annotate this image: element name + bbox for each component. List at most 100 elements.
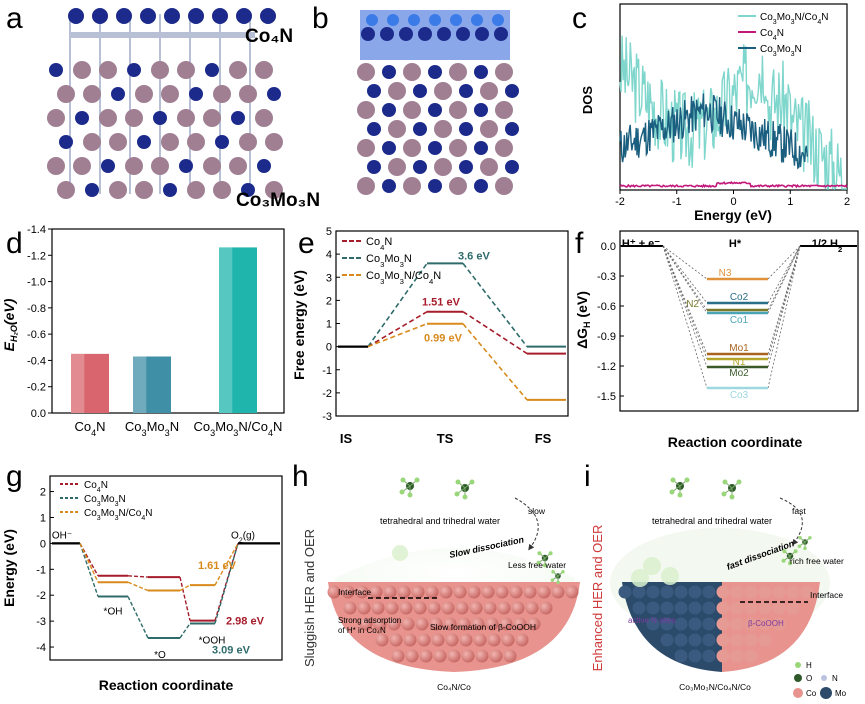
legend-h: H (806, 661, 812, 670)
dos-x-tick-label: 2 (844, 196, 850, 208)
water-hydrogen (454, 491, 460, 497)
n-atom (137, 135, 151, 149)
co-atom (399, 601, 413, 615)
co-atom (716, 585, 730, 599)
i-interface: Interface (810, 590, 843, 600)
mo-atom (229, 157, 247, 175)
co-atom (511, 601, 525, 615)
mo-atom (702, 601, 716, 615)
fe-annotation: 3.6 eV (458, 250, 490, 262)
bar-category-label: Co3Mo3N (125, 419, 179, 438)
mo-atom (239, 133, 257, 151)
legend-co-dot (793, 688, 803, 698)
mo-atom (403, 177, 421, 195)
co-atom (389, 633, 403, 647)
legend-n-dot (821, 675, 827, 681)
mo-atom (357, 101, 375, 119)
f-y-tick-label: -1.5 (597, 391, 616, 403)
g-connector (214, 543, 239, 586)
n-atom (475, 27, 489, 41)
mo-atom (203, 109, 221, 127)
mo-atom (434, 120, 452, 138)
fe-connector (462, 311, 528, 355)
co-atom (371, 601, 385, 615)
panel-a: a Co₄N Co₃Mo₃N (0, 0, 320, 220)
water-hydrogen (798, 536, 802, 540)
fe-connector (367, 322, 428, 348)
mo-atom (213, 85, 231, 103)
mo-atom (161, 85, 179, 103)
n-atom (474, 179, 488, 193)
fe-y-tick-label: 0 (326, 342, 332, 354)
n-atom (49, 63, 63, 77)
mo-atom (229, 61, 247, 79)
sluggish-side-title: Sluggish HER and OER (302, 529, 317, 667)
mo-atom (177, 109, 195, 127)
f-y-tick-label: -0.6 (597, 301, 616, 313)
g-connector (214, 543, 239, 624)
f-connector (662, 245, 708, 368)
f-level-label: Co2 (730, 292, 749, 303)
water-hydrogen (414, 477, 420, 483)
co-atom (413, 601, 427, 615)
bond (70, 32, 255, 38)
mo-atom (265, 133, 283, 151)
mo-atom (674, 601, 688, 615)
g-y-tick-label: 0 (40, 538, 46, 550)
co-atom (515, 633, 529, 647)
n-atom (474, 103, 488, 117)
f-connector (767, 245, 801, 304)
co-atom (387, 14, 399, 26)
dos-chart: -2 -1 0 1 2 DOS Energy (eV) Co3Mo3N/Co4N Co4N… (580, 3, 850, 223)
mo-atom (434, 82, 452, 100)
legend-h-dot (795, 662, 801, 668)
mo-atom (674, 649, 688, 663)
i-caption: Co₃Mo₃N/Co₄N/Co (679, 682, 751, 692)
f-level-label: N1 (733, 357, 746, 368)
h-water-label: tetrahedral and trihedral water (380, 516, 500, 526)
i-fast: fast (792, 506, 806, 516)
co-atom (527, 617, 541, 631)
n-atom (382, 103, 396, 117)
f-connector (662, 245, 708, 280)
n-atom (413, 122, 427, 136)
bar-y-tick-label: -1.0 (27, 277, 46, 289)
water-hydrogen (469, 479, 475, 485)
n-atom (505, 122, 519, 136)
n-atom (367, 122, 381, 136)
co-atom (375, 633, 389, 647)
n-atom (367, 160, 381, 174)
co-atom (417, 633, 431, 647)
n-atom (179, 159, 193, 173)
f-y-tick-label: 0.0 (601, 241, 616, 253)
fe-category-label: FS (535, 431, 552, 446)
n-atom (418, 27, 432, 41)
g-state-label: OH⁻ (52, 530, 72, 541)
n-atom (459, 122, 473, 136)
n-atom (241, 183, 255, 197)
mo-atom (213, 181, 231, 199)
f-connector (767, 245, 801, 314)
fe-category-label: TS (437, 431, 454, 446)
h-strong-adsorption: Strong adsorption of H* in Co₄N (338, 616, 403, 635)
co-atom (800, 585, 814, 599)
enhanced-schematic: Enhanced HER and OER tetrahedral and tri… (590, 477, 847, 699)
panel-f: f 0.0 -0.3 -0.6 -0.9 -1.2 -1.5 H⁺ + e⁻ H* 1/2 H… (575, 225, 865, 455)
mo-atom (702, 585, 716, 599)
dos-x-label: Energy (eV) (694, 207, 772, 223)
legend-mo-dot (820, 687, 832, 699)
co-atom (499, 617, 513, 631)
panel-h: h Sluggish HER and OER tetrahedral and t… (290, 458, 580, 704)
panel-label-i: i (584, 460, 591, 493)
mo-atom (265, 181, 283, 199)
n-atom (361, 27, 375, 41)
dos-x-tick-label: 1 (787, 196, 793, 208)
f-connector (767, 245, 801, 389)
panel-d: d -1.4 -1.2 -1.0 -0.8 -0.6 -0.4 -0.2 0.0 Co4N Co… (0, 225, 290, 450)
f-level-label: Mo1 (729, 343, 749, 354)
legend-n: N (832, 674, 838, 683)
mo-atom (688, 601, 702, 615)
water-adsorption-bar-chart: -1.4 -1.2 -1.0 -0.8 -0.6 -0.4 -0.2 0.0 Co4N Co3M… (1, 225, 285, 438)
water-hydrogen (788, 561, 792, 566)
g-connector (179, 576, 191, 621)
